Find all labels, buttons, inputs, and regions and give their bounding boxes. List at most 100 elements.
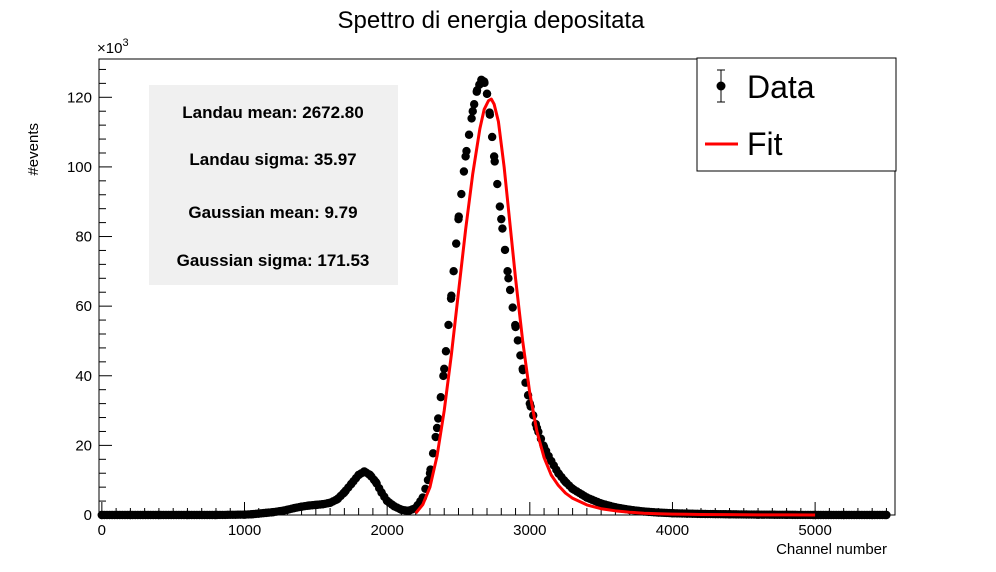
axis-tick-labels: 0 1000 2000 3000 4000 5000 0 20 40 60 80 100 120 bbox=[67, 89, 832, 539]
data-point bbox=[457, 189, 466, 199]
y-multiplier-label: ×103 bbox=[97, 37, 129, 57]
y-tick-label: 0 bbox=[84, 507, 92, 524]
data-point bbox=[479, 77, 489, 86]
data-point bbox=[404, 506, 413, 516]
x-tick-label: 3000 bbox=[513, 522, 546, 539]
data-point bbox=[489, 152, 499, 161]
data-point bbox=[297, 502, 306, 511]
legend-fit-label: Fit bbox=[747, 126, 783, 162]
data-point bbox=[493, 179, 502, 189]
data-point bbox=[469, 100, 479, 109]
chart-title: Spettro di energia depositata bbox=[338, 7, 646, 34]
data-point bbox=[504, 274, 513, 283]
data-point bbox=[254, 509, 263, 518]
data-point bbox=[283, 505, 292, 514]
data-point bbox=[97, 510, 107, 520]
data-point bbox=[247, 510, 256, 519]
data-point bbox=[497, 214, 506, 224]
data-point bbox=[347, 479, 356, 488]
stat-gaussian-sigma: Gaussian sigma: 171.53 bbox=[177, 251, 370, 270]
data-point bbox=[436, 393, 445, 402]
data-point bbox=[333, 495, 342, 504]
data-point bbox=[183, 510, 192, 520]
data-point bbox=[485, 110, 495, 119]
data-point bbox=[444, 320, 453, 330]
x-axis-label: Channel number bbox=[776, 541, 887, 558]
data-point bbox=[495, 202, 505, 211]
data-point bbox=[365, 470, 375, 480]
data-point bbox=[211, 510, 221, 520]
data-point bbox=[434, 414, 443, 423]
legend-box bbox=[696, 57, 897, 172]
data-point bbox=[340, 488, 349, 497]
stats-box bbox=[149, 85, 398, 285]
data-point bbox=[268, 508, 278, 517]
data-point bbox=[440, 364, 449, 374]
data-point bbox=[482, 89, 492, 99]
data-point bbox=[503, 266, 512, 276]
data-point bbox=[461, 152, 470, 161]
data-point bbox=[126, 510, 135, 520]
data-point bbox=[508, 303, 517, 312]
data-point bbox=[390, 502, 399, 511]
y-tick-label: 120 bbox=[67, 89, 92, 106]
plot-frame bbox=[98, 58, 896, 516]
legend-data-marker bbox=[716, 81, 726, 91]
data-point bbox=[240, 510, 249, 519]
stat-landau-mean: Landau mean: 2672.80 bbox=[182, 103, 363, 122]
data-point bbox=[452, 239, 461, 248]
data-point bbox=[428, 449, 438, 458]
x-tick-label: 5000 bbox=[798, 522, 831, 539]
y-tick-label: 20 bbox=[75, 437, 92, 454]
y-tick-label: 100 bbox=[67, 159, 92, 176]
data-point bbox=[500, 245, 510, 255]
y-tick-label: 60 bbox=[75, 298, 92, 315]
data-point bbox=[464, 130, 474, 139]
data-point bbox=[513, 336, 523, 345]
data-point bbox=[568, 484, 577, 494]
stat-gaussian-mean: Gaussian mean: 9.79 bbox=[188, 203, 357, 222]
data-point bbox=[449, 266, 458, 276]
data-point bbox=[371, 477, 380, 487]
y-tick-label: 80 bbox=[75, 229, 92, 246]
data-point bbox=[325, 498, 335, 508]
data-point bbox=[511, 322, 520, 332]
data-point bbox=[505, 285, 515, 295]
data-point bbox=[275, 506, 285, 516]
x-tick-label: 1000 bbox=[228, 522, 261, 539]
data-point bbox=[810, 510, 820, 520]
data-point bbox=[431, 432, 440, 442]
data-point bbox=[154, 510, 164, 520]
data-point bbox=[441, 347, 451, 356]
data-point bbox=[498, 224, 507, 233]
fit-line bbox=[414, 97, 816, 517]
data-point bbox=[397, 505, 406, 514]
data-point bbox=[290, 503, 299, 513]
legend: Data Fit bbox=[696, 57, 897, 172]
data-point bbox=[839, 510, 848, 520]
x-tick-label: 4000 bbox=[656, 522, 689, 539]
data-point bbox=[311, 500, 321, 510]
x-tick-label: 2000 bbox=[370, 522, 403, 539]
legend-data-label: Data bbox=[747, 69, 815, 105]
data-point bbox=[582, 493, 592, 502]
data-point bbox=[561, 477, 570, 487]
data-point bbox=[432, 423, 442, 433]
data-point bbox=[516, 351, 525, 360]
stat-landau-sigma: Landau sigma: 35.97 bbox=[189, 150, 356, 169]
data-point bbox=[382, 496, 392, 506]
data-point bbox=[318, 500, 328, 509]
data-point bbox=[454, 214, 463, 224]
data-point bbox=[467, 114, 476, 123]
series-layer bbox=[97, 75, 891, 520]
data-point bbox=[377, 488, 386, 497]
data-point bbox=[596, 499, 606, 508]
data-point bbox=[487, 132, 497, 142]
data-point bbox=[547, 456, 556, 466]
data-point bbox=[439, 371, 448, 381]
data-point bbox=[867, 510, 877, 520]
data-point bbox=[472, 86, 482, 95]
data-point bbox=[468, 107, 477, 116]
data-point bbox=[447, 291, 456, 300]
